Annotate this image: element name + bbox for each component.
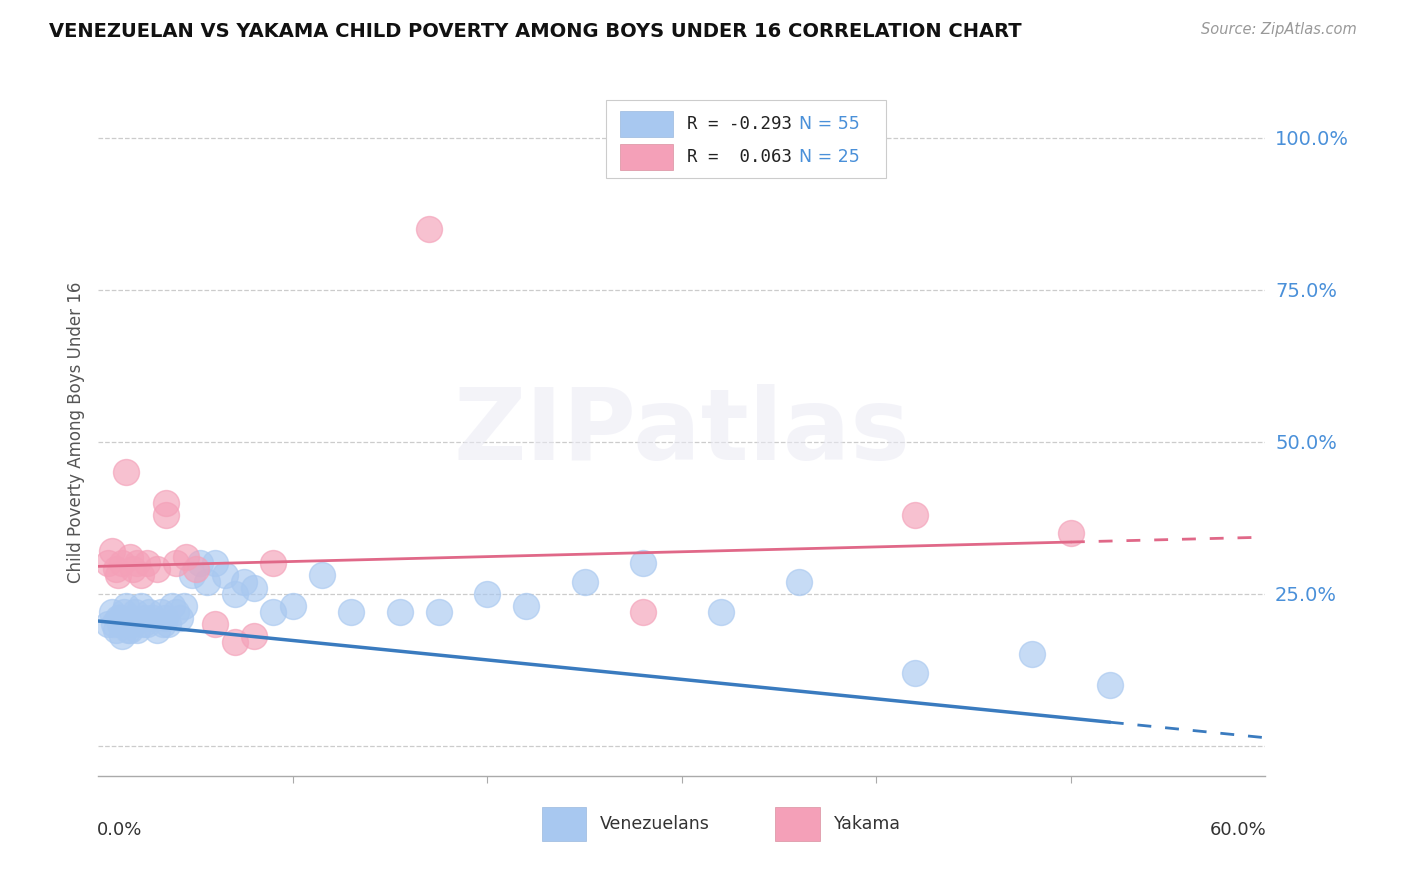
Text: 60.0%: 60.0% [1209,821,1267,838]
Point [111,557,134,571]
Point [136,557,159,571]
Point [418,222,440,236]
Point [180,568,202,582]
FancyBboxPatch shape [775,807,820,841]
Text: Source: ZipAtlas.com: Source: ZipAtlas.com [1201,22,1357,37]
Point [153,611,176,625]
Point [155,495,177,509]
Text: ZIPatlas: ZIPatlas [454,384,910,481]
Point [165,557,187,571]
Text: N = 25: N = 25 [799,148,859,166]
Point [132,617,155,632]
Point [233,574,256,589]
FancyBboxPatch shape [606,100,886,178]
Text: R = -0.293: R = -0.293 [686,115,792,133]
Point [1021,648,1043,662]
Point [173,599,195,613]
FancyBboxPatch shape [541,807,586,841]
Point [904,665,927,680]
Point [97,617,120,632]
Point [112,605,135,619]
Text: Yakama: Yakama [834,815,901,833]
Point [281,599,304,613]
Point [146,562,169,576]
Point [243,581,266,595]
Point [101,605,124,619]
Point [134,611,156,625]
Point [142,611,165,625]
Text: Venezuelans: Venezuelans [600,815,710,833]
Point [114,465,136,479]
Text: N = 55: N = 55 [799,115,859,133]
Text: VENEZUELAN VS YAKAMA CHILD POVERTY AMONG BOYS UNDER 16 CORRELATION CHART: VENEZUELAN VS YAKAMA CHILD POVERTY AMONG… [49,22,1022,41]
Text: R =  0.063: R = 0.063 [686,148,792,166]
Point [114,599,136,613]
Point [122,617,145,632]
Point [121,611,143,625]
Point [1060,525,1083,540]
Point [477,587,499,601]
Point [104,623,127,637]
Point [127,557,149,571]
Point [107,568,129,582]
Point [388,605,411,619]
Point [129,599,152,613]
Point [1098,678,1121,692]
Point [787,574,810,589]
Point [136,617,159,632]
Point [904,508,927,522]
Point [103,617,125,632]
Point [184,562,207,576]
Y-axis label: Child Poverty Among Boys Under 16: Child Poverty Among Boys Under 16 [66,282,84,583]
Point [108,617,131,632]
Text: 0.0%: 0.0% [97,821,142,838]
Point [574,574,596,589]
Point [146,623,169,637]
Point [710,605,733,619]
Point [174,550,197,565]
Point [157,617,180,632]
Point [631,557,654,571]
Point [101,544,124,558]
Point [108,611,131,625]
Point [127,623,149,637]
Point [311,568,333,582]
Point [204,557,226,571]
Point [97,557,120,571]
Point [262,605,284,619]
Point [204,617,226,632]
Point [129,568,152,582]
Point [340,605,363,619]
Point [224,635,246,649]
Point [262,557,284,571]
Point [152,617,174,632]
Point [195,574,218,589]
Point [104,562,127,576]
Point [117,617,139,632]
Point [122,562,145,576]
Point [111,629,134,643]
Point [515,599,537,613]
Point [165,605,187,619]
Point [224,587,246,601]
FancyBboxPatch shape [620,145,672,170]
Point [155,508,177,522]
Point [118,623,141,637]
Point [188,557,211,571]
Point [243,629,266,643]
Point [427,605,450,619]
Point [107,611,129,625]
Point [631,605,654,619]
Point [138,605,160,619]
Point [162,599,184,613]
Point [214,568,236,582]
FancyBboxPatch shape [620,112,672,137]
Point [117,623,139,637]
Point [169,611,191,625]
Point [149,605,172,619]
Point [118,550,141,565]
Point [124,605,146,619]
